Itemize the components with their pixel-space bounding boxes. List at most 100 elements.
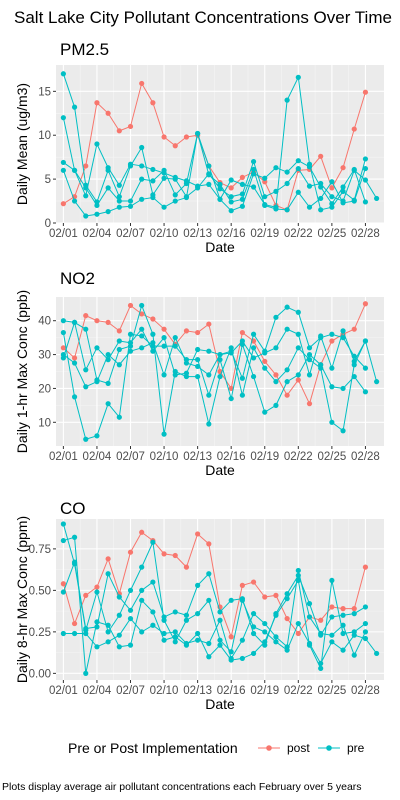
y-tick-label: 0.00 [29, 668, 51, 680]
data-point [161, 335, 167, 341]
data-point [71, 167, 78, 173]
data-point [116, 632, 122, 638]
data-point [206, 172, 212, 178]
data-point [306, 345, 313, 351]
y-tick-label: 10 [38, 417, 51, 429]
data-point [139, 345, 145, 351]
data-point [340, 200, 346, 206]
data-point [172, 629, 178, 635]
x-tick-label: 02/04 [83, 228, 112, 240]
data-point [127, 615, 134, 622]
data-point [183, 617, 190, 623]
series-line [62, 560, 366, 647]
data-point [239, 596, 245, 602]
data-point [239, 375, 245, 381]
series-line [63, 570, 366, 660]
data-point [295, 630, 301, 637]
data-point [273, 372, 279, 378]
x-tick-label: 02/10 [150, 685, 179, 697]
data-point [127, 161, 134, 167]
y-tick-label: 0.75 [29, 544, 51, 556]
data-point [139, 144, 145, 151]
data-point [105, 629, 111, 635]
data-point [318, 617, 324, 623]
data-point [83, 367, 89, 373]
data-point [250, 373, 257, 380]
data-point [306, 161, 313, 167]
data-point [329, 331, 335, 337]
data-point [127, 331, 134, 337]
panel-no2: 10 20 30 40 02/01 02/04 02/07 02/10 02/13 02/16 02… [14, 269, 384, 478]
data-point [239, 174, 245, 180]
data-point [195, 183, 201, 189]
data-point [161, 637, 167, 643]
data-point [340, 385, 346, 392]
data-point [250, 331, 257, 337]
x-tick-label: 02/25 [317, 228, 346, 240]
data-point [273, 206, 279, 212]
data-point [94, 345, 100, 351]
data-point [105, 185, 111, 191]
data-point [362, 629, 369, 635]
data-point [105, 110, 111, 116]
data-point [273, 345, 279, 351]
data-point [217, 357, 223, 363]
data-point [295, 158, 301, 164]
data-point [105, 357, 111, 363]
data-point [195, 329, 201, 336]
data-point [127, 340, 134, 346]
data-point [150, 178, 156, 184]
data-point [183, 564, 190, 570]
data-point [94, 589, 100, 595]
data-point [217, 186, 223, 192]
data-point [71, 198, 78, 204]
data-point [105, 165, 111, 171]
data-point [206, 640, 212, 647]
data-point [295, 372, 301, 378]
data-point [250, 166, 257, 173]
data-point [116, 338, 122, 344]
data-point [262, 358, 268, 364]
data-point [172, 609, 178, 615]
data-point [116, 414, 122, 420]
data-point [150, 340, 156, 346]
x-tick-label: 02/25 [317, 451, 346, 463]
x-tick-label: 02/13 [183, 451, 212, 463]
data-point [217, 351, 223, 358]
data-point [83, 213, 89, 219]
data-point [262, 194, 268, 200]
data-point [306, 642, 313, 648]
data-point [262, 409, 268, 415]
data-point [127, 302, 134, 309]
data-point [195, 637, 201, 643]
data-point [60, 329, 66, 336]
data-point [329, 365, 335, 371]
data-point [116, 204, 122, 210]
data-point [94, 624, 100, 630]
x-axis-title: Date [205, 696, 235, 712]
data-point [161, 431, 167, 437]
data-point [262, 642, 268, 648]
data-point [262, 175, 268, 181]
data-point [161, 372, 167, 378]
data-point [340, 612, 346, 618]
data-point [228, 655, 234, 662]
data-point [262, 365, 268, 371]
data-point [306, 357, 313, 363]
data-point [60, 345, 66, 351]
data-point [172, 552, 178, 559]
data-point [374, 650, 380, 657]
data-point [362, 620, 369, 627]
data-point [362, 177, 369, 183]
data-point [306, 614, 313, 620]
data-point [206, 597, 212, 603]
data-point [83, 625, 89, 632]
data-point [139, 587, 145, 593]
data-point [127, 587, 134, 593]
data-point [228, 194, 234, 200]
legend: Pre or Post Implementation post pre [68, 740, 365, 756]
data-point [172, 335, 178, 341]
data-point [318, 195, 324, 202]
data-point [284, 392, 290, 398]
data-point [60, 537, 66, 544]
